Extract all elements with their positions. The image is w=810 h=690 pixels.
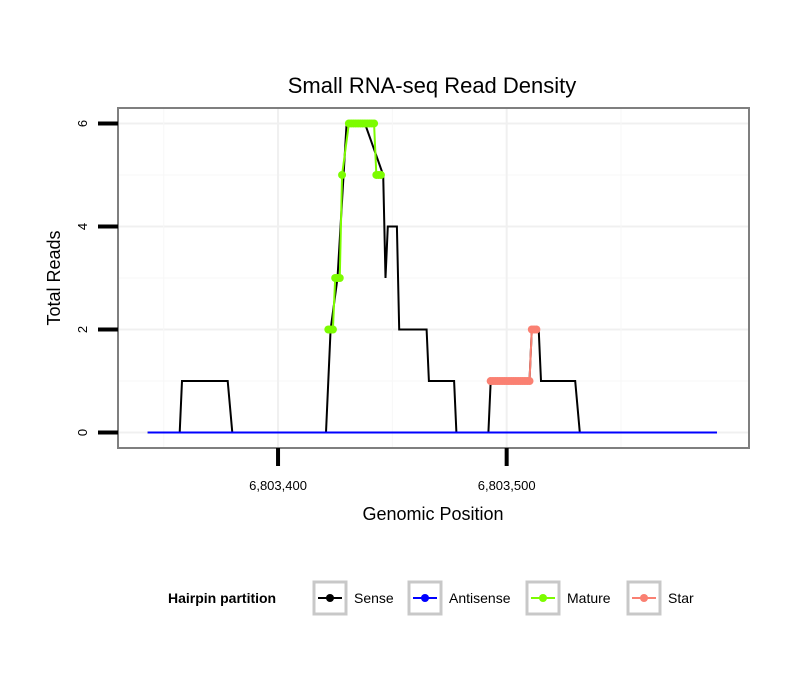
y-axis-title: Total Reads (44, 230, 64, 325)
x-tick-label: 6,803,400 (249, 478, 307, 493)
legend-key-point-sense (326, 594, 334, 602)
x-tick-label: 6,803,500 (478, 478, 536, 493)
plot-border (117, 107, 750, 449)
legend-key-point-star (640, 594, 648, 602)
legend-entries: Sense Antisense Mature Star (312, 580, 694, 616)
y-axis: 0 2 4 6 (75, 120, 118, 436)
series-layer (147, 119, 717, 434)
legend-title: Hairpin partition (168, 590, 276, 606)
legend-label-star: Star (668, 590, 694, 606)
x-axis-title: Genomic Position (362, 504, 503, 524)
y-tick-label: 6 (75, 120, 90, 127)
y-tick-label: 4 (75, 223, 90, 230)
data-point-mature (376, 170, 385, 179)
legend-entry-star: Star (626, 580, 694, 616)
legend-label-mature: Mature (567, 590, 611, 606)
data-point-mature (338, 170, 347, 179)
legend-key-point-antisense (421, 594, 429, 602)
legend: Hairpin partition Sense Antisense Mature St… (168, 580, 694, 616)
data-point-mature (370, 119, 379, 128)
legend-entry-mature: Mature (525, 580, 611, 616)
plot-grid (118, 108, 749, 448)
x-axis: 6,803,400 6,803,500 (249, 448, 536, 493)
legend-entry-sense: Sense (312, 580, 394, 616)
series-segment-star (528, 329, 533, 382)
y-tick-label: 0 (75, 429, 90, 436)
legend-label-sense: Sense (354, 590, 394, 606)
series-segment-mature (338, 174, 344, 279)
legend-label-antisense: Antisense (449, 590, 511, 606)
series-segment-mature (341, 123, 350, 176)
legend-key-point-mature (539, 594, 547, 602)
series-segment-mature (373, 123, 378, 176)
data-point-star (525, 377, 534, 386)
data-point-mature (328, 325, 337, 334)
data-point-star (532, 325, 541, 334)
y-tick-label: 2 (75, 326, 90, 333)
legend-entry-antisense: Antisense (407, 580, 511, 616)
series-segment-mature (331, 277, 337, 330)
data-point-mature (335, 274, 344, 282)
chart-title: Small RNA-seq Read Density (288, 73, 577, 98)
